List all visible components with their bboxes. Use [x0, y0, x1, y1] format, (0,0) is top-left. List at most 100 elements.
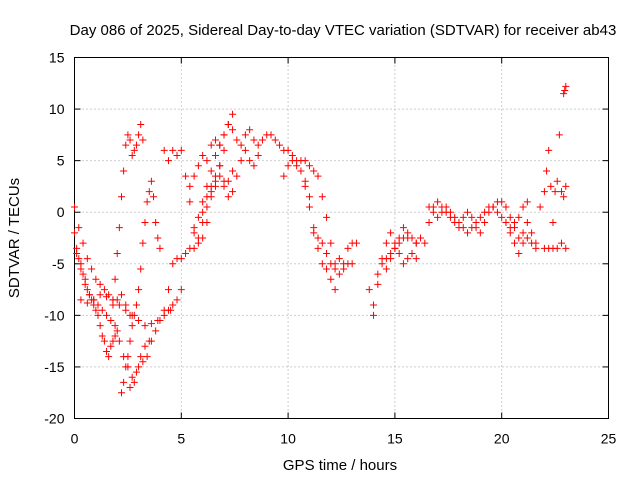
data-point	[340, 260, 348, 268]
data-point	[344, 244, 352, 252]
data-point	[139, 358, 147, 366]
data-point	[502, 203, 510, 211]
data-point	[169, 260, 177, 268]
data-point	[229, 126, 237, 134]
data-point	[152, 219, 160, 227]
data-point	[126, 384, 134, 392]
data-point	[224, 177, 232, 185]
data-point	[130, 311, 138, 319]
data-point	[135, 131, 143, 139]
data-point	[115, 337, 123, 345]
data-point	[100, 286, 108, 294]
data-point	[154, 234, 162, 242]
data-point	[92, 275, 100, 283]
data-point	[318, 193, 326, 201]
data-point	[117, 291, 125, 299]
data-point	[220, 182, 228, 190]
data-point	[540, 188, 548, 196]
data-point	[395, 234, 403, 242]
data-point	[399, 224, 407, 232]
data-point	[145, 188, 153, 196]
data-point	[75, 255, 83, 263]
data-point	[194, 162, 202, 170]
x-tick-label: 20	[494, 431, 510, 447]
data-point	[233, 172, 241, 180]
data-point	[237, 157, 245, 165]
data-points	[71, 82, 570, 397]
data-point	[276, 141, 284, 149]
data-point	[94, 311, 102, 319]
data-point	[113, 249, 121, 257]
data-point	[446, 208, 454, 216]
data-point	[122, 141, 130, 149]
series-arc-15	[301, 182, 360, 283]
data-point	[128, 322, 136, 330]
data-point	[103, 311, 111, 319]
series-arc-6	[117, 177, 164, 397]
series-arc-20	[425, 198, 531, 237]
data-point	[96, 280, 104, 288]
data-point	[378, 255, 386, 263]
data-point	[126, 337, 134, 345]
data-point	[207, 141, 215, 149]
series-arc-18	[382, 224, 420, 273]
data-point	[182, 172, 190, 180]
data-point	[515, 234, 523, 242]
x-axis-label: GPS time / hours	[283, 457, 397, 474]
data-point	[120, 167, 128, 175]
data-point	[88, 265, 96, 273]
data-point	[481, 208, 489, 216]
data-point	[555, 131, 563, 139]
data-point	[169, 146, 177, 154]
data-point	[203, 193, 211, 201]
data-point	[331, 265, 339, 273]
data-point	[182, 249, 190, 257]
data-point	[365, 286, 373, 294]
x-tick-label: 10	[280, 431, 296, 447]
data-point	[412, 255, 420, 263]
data-point	[519, 239, 527, 247]
data-point	[98, 332, 106, 340]
data-point	[532, 239, 540, 247]
data-point	[109, 301, 117, 309]
data-point	[229, 188, 237, 196]
data-point	[141, 322, 149, 330]
data-point	[331, 286, 339, 294]
data-point	[293, 162, 301, 170]
series-arc-19	[421, 198, 540, 252]
data-point	[399, 260, 407, 268]
data-point	[126, 136, 134, 144]
data-point	[318, 239, 326, 247]
data-point	[96, 291, 104, 299]
data-point	[224, 121, 232, 129]
data-point	[327, 239, 335, 247]
data-point	[502, 219, 510, 227]
data-point	[194, 234, 202, 242]
data-point	[111, 322, 119, 330]
data-point	[310, 229, 318, 237]
data-point	[305, 193, 313, 201]
data-point	[250, 136, 258, 144]
data-point	[75, 224, 83, 232]
data-point	[352, 239, 360, 247]
data-point	[96, 322, 104, 330]
data-point	[404, 234, 412, 242]
data-point	[216, 162, 224, 170]
data-point	[489, 203, 497, 211]
data-point	[370, 301, 378, 309]
data-point	[139, 239, 147, 247]
data-point	[132, 368, 140, 376]
data-point	[135, 286, 143, 294]
y-tick-label: -10	[44, 307, 64, 323]
data-point	[267, 131, 275, 139]
data-point	[137, 265, 145, 273]
x-tick-label: 0	[71, 431, 79, 447]
series-arc-23	[540, 239, 570, 252]
data-point	[229, 110, 237, 118]
data-point	[543, 167, 551, 175]
series-arc-11	[199, 146, 262, 216]
data-point	[314, 234, 322, 242]
data-point	[107, 317, 115, 325]
data-point	[374, 280, 382, 288]
x-tick-label: 25	[601, 431, 617, 447]
